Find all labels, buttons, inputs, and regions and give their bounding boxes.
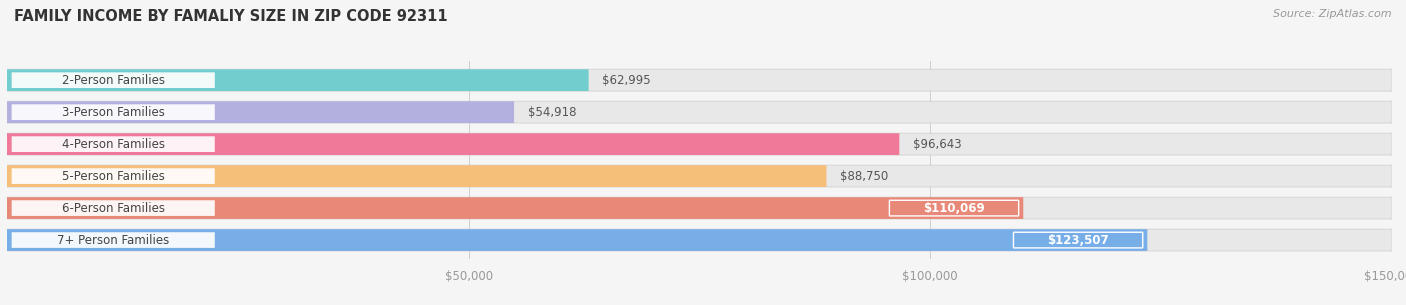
FancyBboxPatch shape	[7, 133, 900, 155]
FancyBboxPatch shape	[7, 165, 1392, 187]
Text: $110,069: $110,069	[924, 202, 984, 215]
FancyBboxPatch shape	[7, 101, 515, 123]
FancyBboxPatch shape	[11, 168, 215, 184]
Text: 3-Person Families: 3-Person Families	[62, 106, 165, 119]
Text: 2-Person Families: 2-Person Families	[62, 74, 165, 87]
FancyBboxPatch shape	[7, 229, 1392, 251]
FancyBboxPatch shape	[11, 136, 215, 152]
FancyBboxPatch shape	[11, 72, 215, 88]
FancyBboxPatch shape	[7, 69, 589, 91]
Text: Source: ZipAtlas.com: Source: ZipAtlas.com	[1274, 9, 1392, 19]
Text: 4-Person Families: 4-Person Families	[62, 138, 165, 151]
Text: $54,918: $54,918	[527, 106, 576, 119]
FancyBboxPatch shape	[890, 200, 1019, 216]
FancyBboxPatch shape	[7, 101, 1392, 123]
FancyBboxPatch shape	[7, 69, 1392, 91]
Text: $96,643: $96,643	[912, 138, 962, 151]
FancyBboxPatch shape	[7, 165, 827, 187]
FancyBboxPatch shape	[11, 200, 215, 216]
Text: 5-Person Families: 5-Person Families	[62, 170, 165, 183]
Text: FAMILY INCOME BY FAMALIY SIZE IN ZIP CODE 92311: FAMILY INCOME BY FAMALIY SIZE IN ZIP COD…	[14, 9, 447, 24]
Text: $123,507: $123,507	[1047, 234, 1109, 246]
Text: 7+ Person Families: 7+ Person Families	[58, 234, 169, 246]
FancyBboxPatch shape	[11, 104, 215, 120]
FancyBboxPatch shape	[11, 232, 215, 248]
Text: $62,995: $62,995	[603, 74, 651, 87]
Text: 6-Person Families: 6-Person Families	[62, 202, 165, 215]
Text: $88,750: $88,750	[841, 170, 889, 183]
FancyBboxPatch shape	[7, 197, 1392, 219]
FancyBboxPatch shape	[7, 133, 1392, 155]
FancyBboxPatch shape	[7, 229, 1147, 251]
FancyBboxPatch shape	[1014, 232, 1143, 248]
FancyBboxPatch shape	[7, 197, 1024, 219]
